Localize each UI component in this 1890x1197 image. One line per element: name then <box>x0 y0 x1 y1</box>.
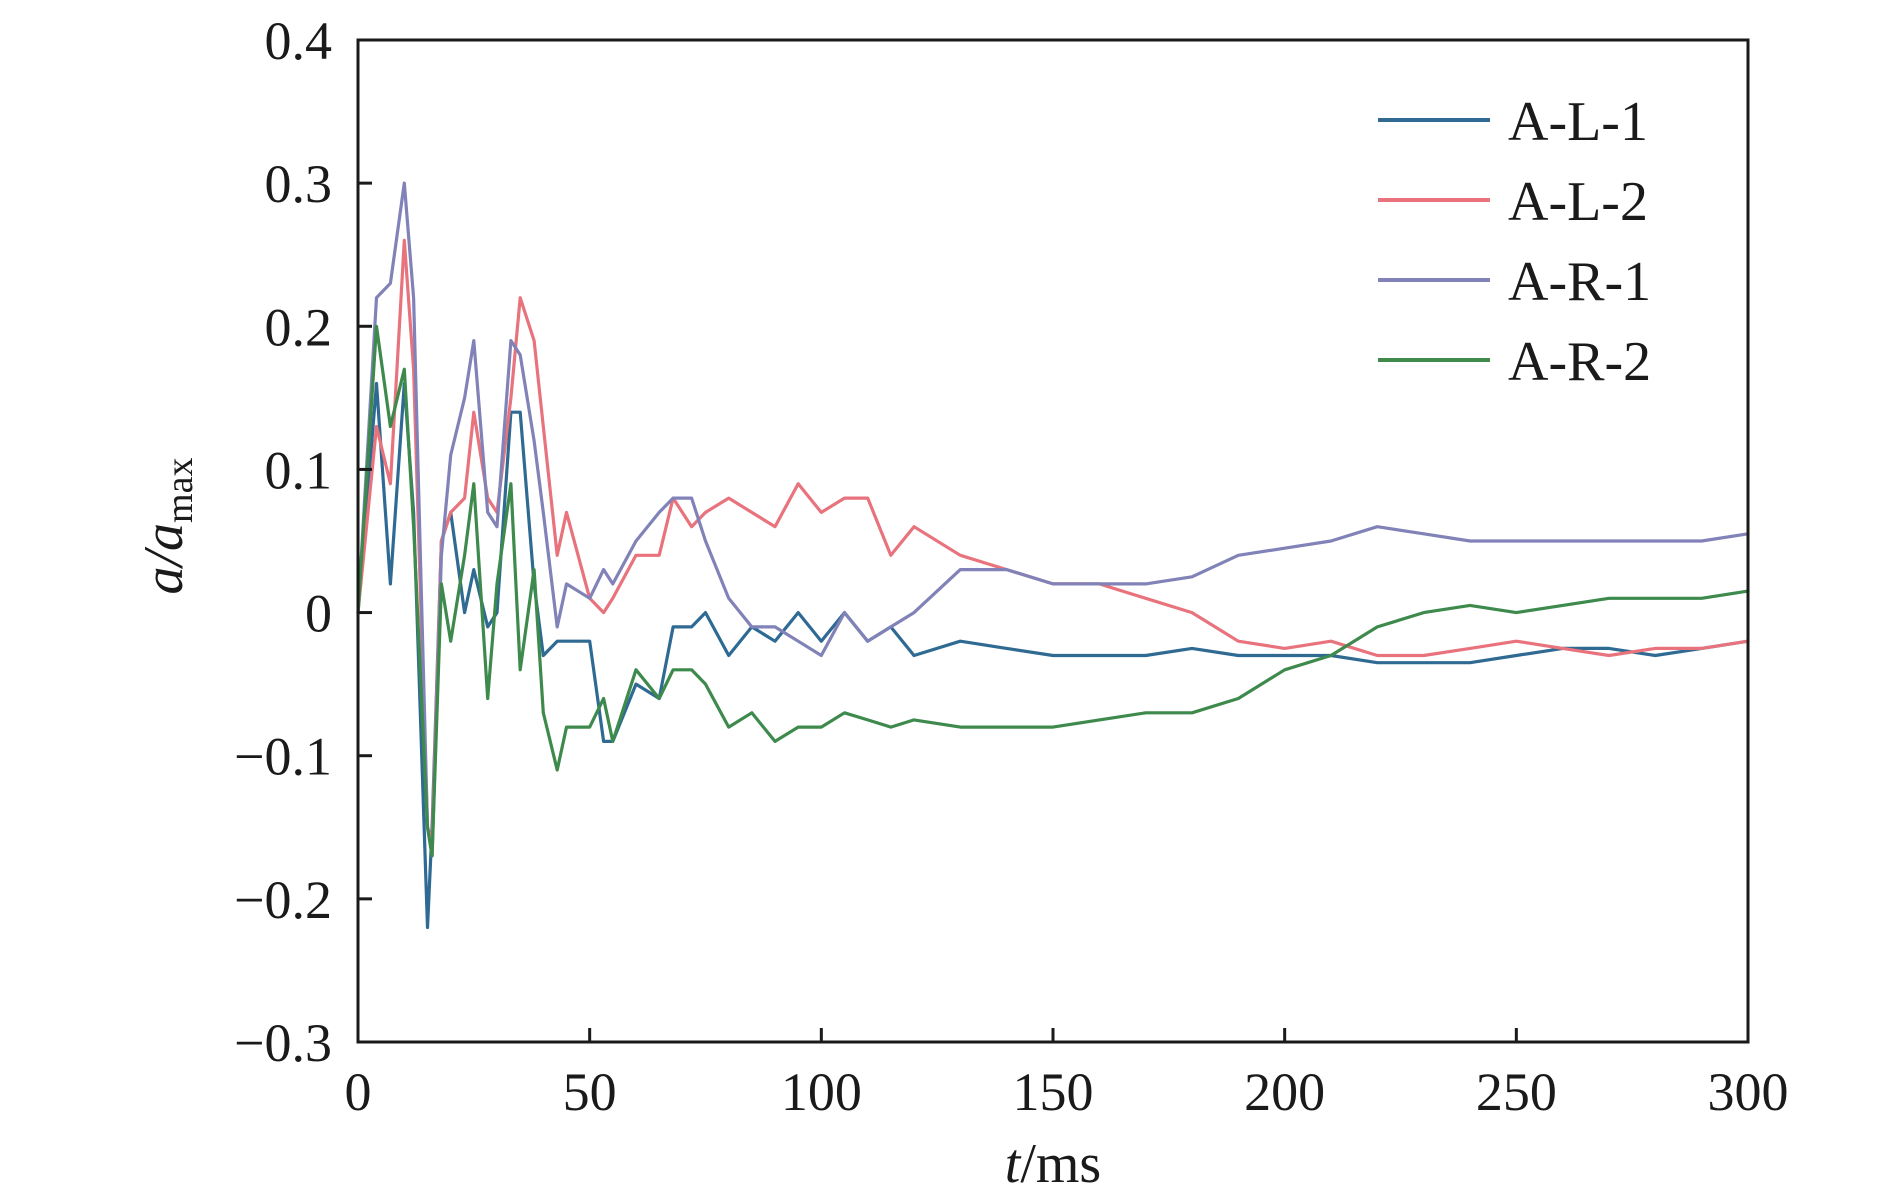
y-tick-label: −0.3 <box>234 1013 332 1073</box>
x-tick-label: 100 <box>781 1062 862 1122</box>
y-axis-label: a/amax <box>133 458 201 595</box>
y-tick-label: −0.1 <box>234 727 332 787</box>
x-axis-label: t/ms <box>1005 1133 1101 1195</box>
y-tick-label: 0.4 <box>265 11 333 71</box>
legend-label-a-r-2: A-R-2 <box>1508 331 1651 393</box>
legend-label-a-l-1: A-L-1 <box>1508 91 1648 153</box>
series-layer <box>356 181 1750 930</box>
series-line-a-r-2 <box>356 324 1750 858</box>
x-tick-label: 300 <box>1708 1062 1789 1122</box>
y-tick-label: 0 <box>305 584 332 644</box>
legend: A-L-1 A-L-2 A-R-1 A-R-2 <box>1378 91 1651 393</box>
x-tick-label: 0 <box>345 1062 372 1122</box>
axes-layer: 0 50 100 150 200 250 300 −0.3 −0.2 −0.1 0 0.1 0.2 0.3… <box>133 11 1789 1195</box>
y-tick-label: 0.3 <box>265 154 333 214</box>
y-tick-label: 0.1 <box>265 440 333 500</box>
x-tick-label: 50 <box>563 1062 617 1122</box>
y-tick-label: 0.2 <box>265 297 333 357</box>
x-tick-label: 200 <box>1244 1062 1325 1122</box>
legend-label-a-l-2: A-L-2 <box>1508 171 1648 233</box>
y-tick-label: −0.2 <box>234 870 332 930</box>
legend-label-a-r-1: A-R-1 <box>1508 251 1651 313</box>
x-tick-label: 250 <box>1476 1062 1557 1122</box>
series-line-a-r-1 <box>356 181 1750 858</box>
x-tick-label: 150 <box>1013 1062 1094 1122</box>
series-line-a-l-2 <box>356 238 1750 844</box>
series-line-a-l-1 <box>356 381 1750 930</box>
